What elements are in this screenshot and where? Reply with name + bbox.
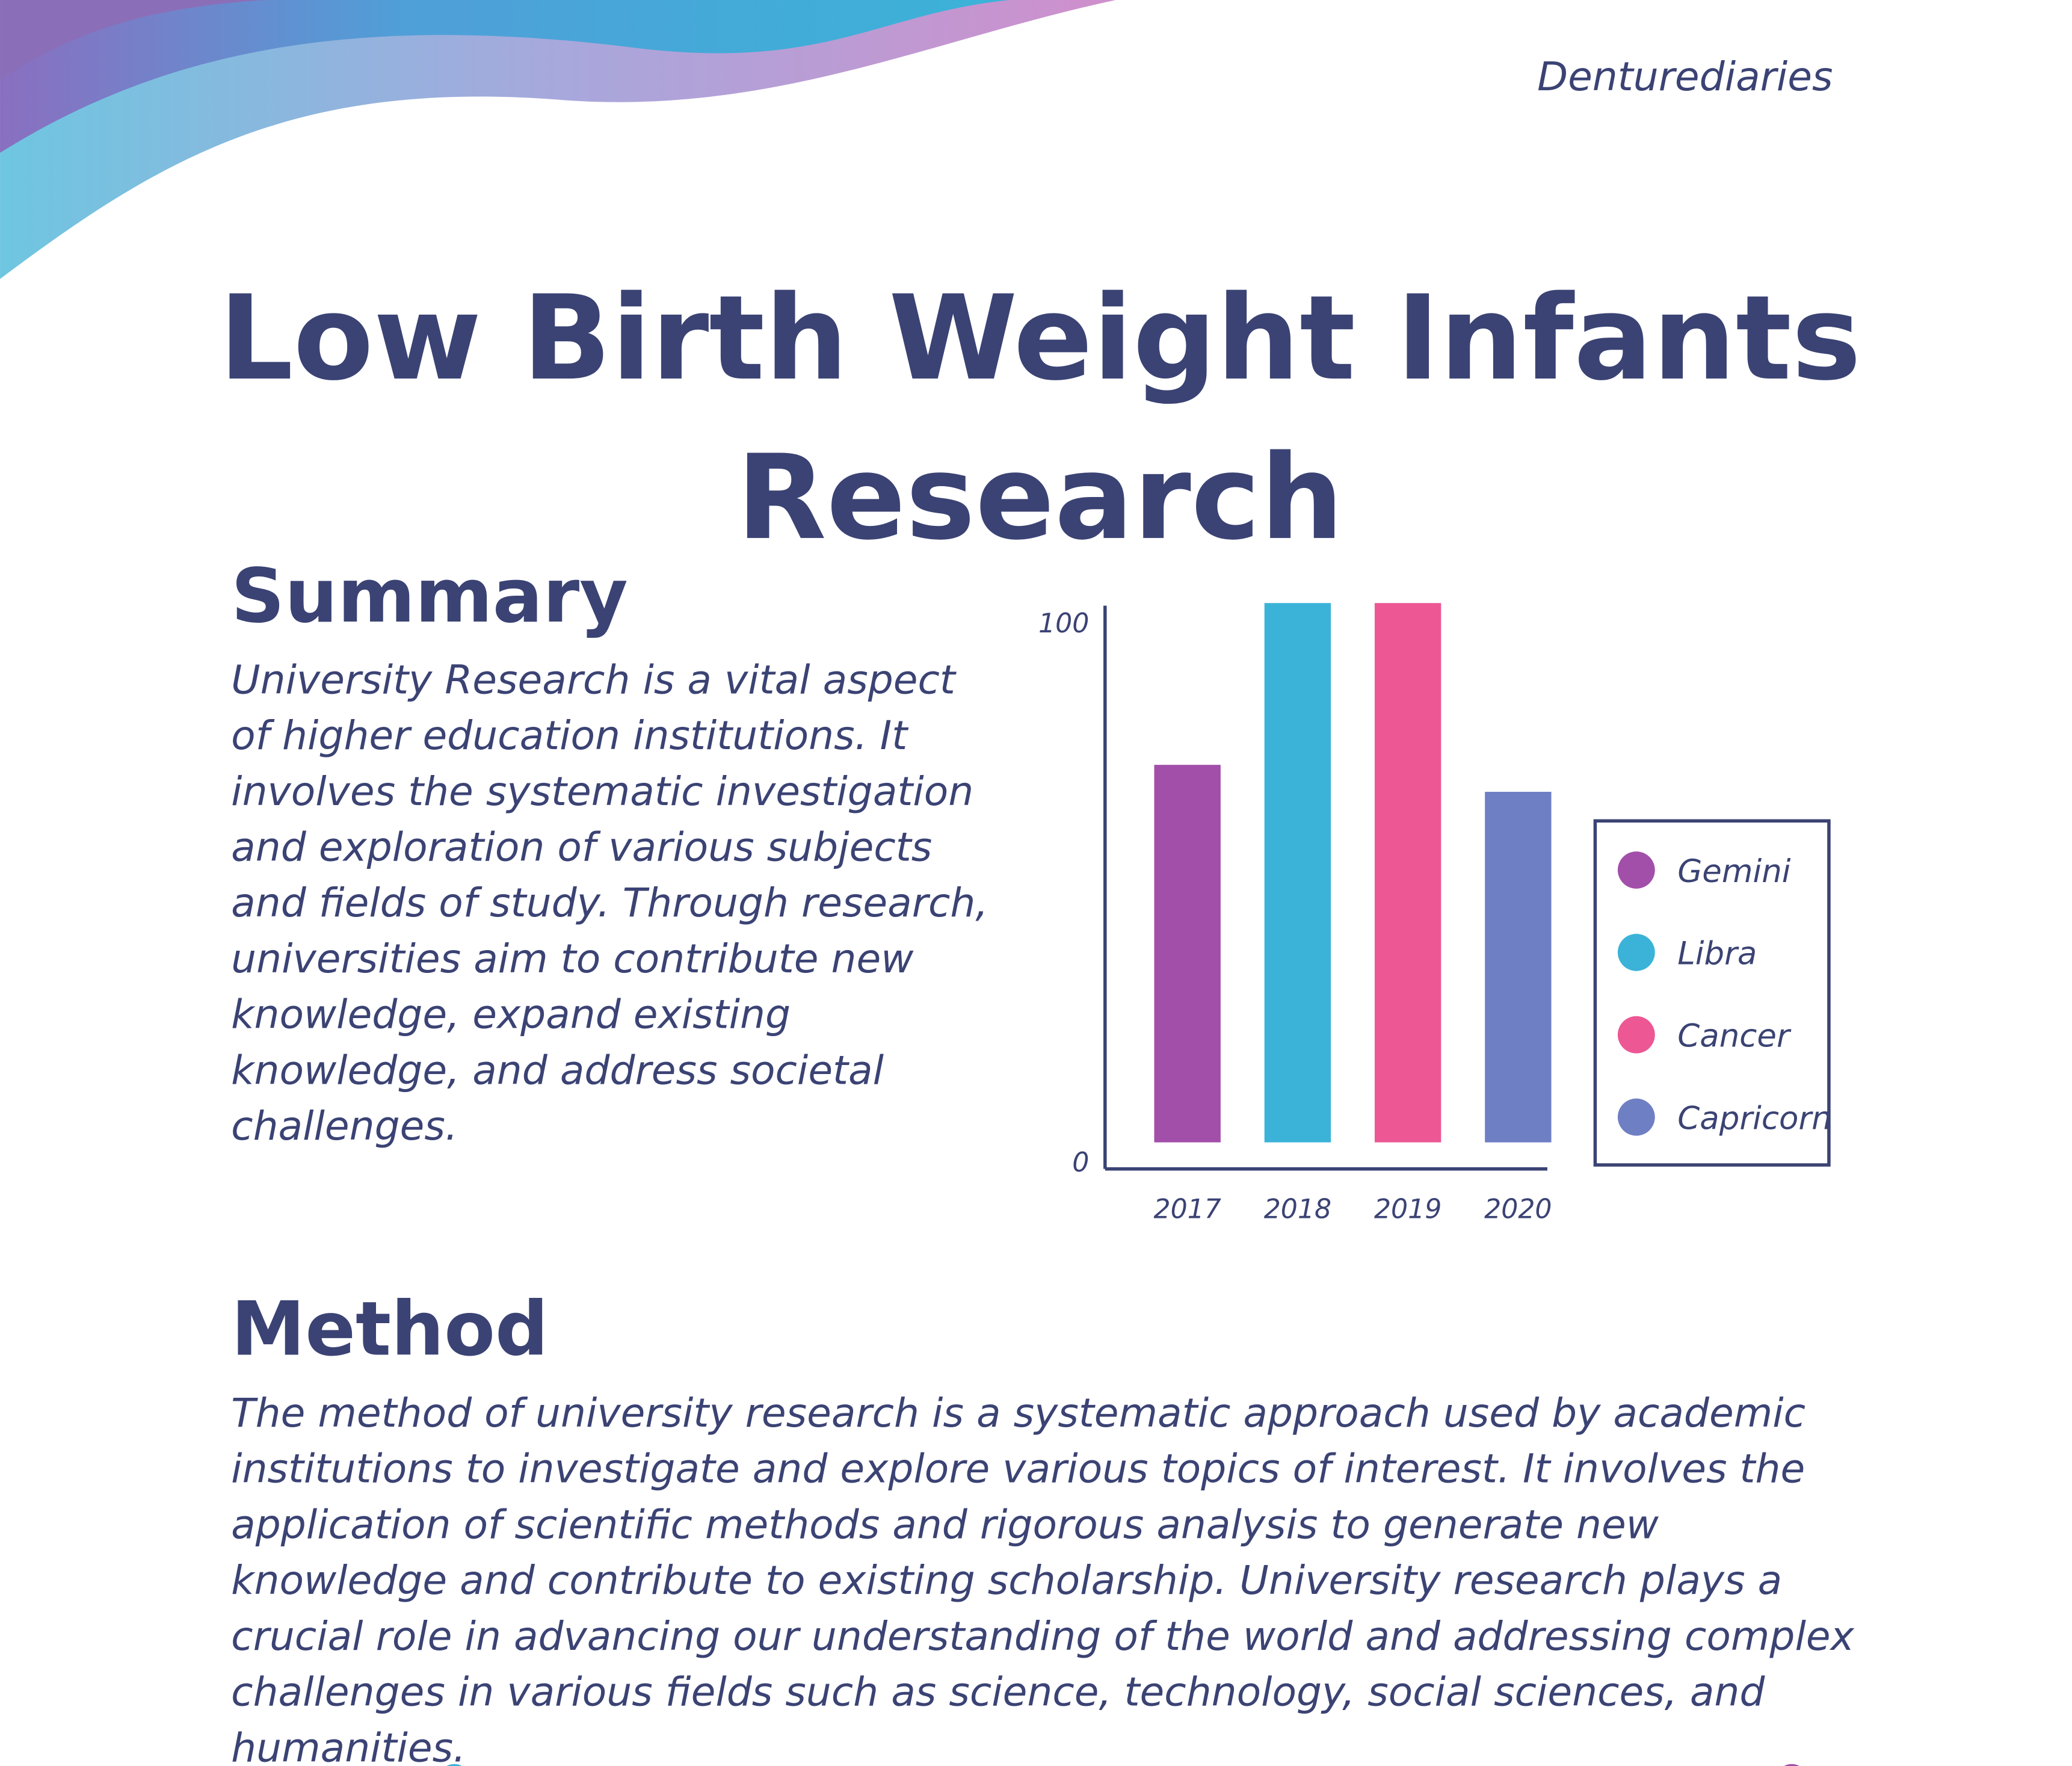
legend-swatch — [1617, 933, 1655, 971]
decor-dot — [1784, 1764, 1799, 1766]
summary-text: universities aim to contribute new — [231, 936, 914, 982]
legend-label: Libra — [1677, 936, 1757, 972]
section-heading: Summary — [231, 553, 628, 640]
method-text: humanities. — [231, 1724, 466, 1766]
x-tick-label: 2017 — [1153, 1194, 1221, 1224]
summary-text: University Research is a vital aspect — [231, 656, 957, 703]
header-waves — [0, 0, 1116, 279]
summary-text: challenges. — [231, 1103, 458, 1149]
method-text: knowledge and contribute to existing sch… — [231, 1557, 1782, 1604]
legend-swatch — [1617, 851, 1655, 889]
legend-label: Capricorn — [1677, 1100, 1831, 1137]
bar — [1154, 765, 1221, 1143]
bar — [1264, 603, 1331, 1143]
summary-text: of higher education institutions. It — [231, 712, 908, 759]
x-tick-label: 2019 — [1374, 1194, 1441, 1224]
method-text: The method of university research is a s… — [231, 1390, 1805, 1436]
method-text: application of scientific methods and ri… — [231, 1501, 1659, 1548]
bar — [1374, 603, 1441, 1143]
legend-label: Cancer — [1677, 1018, 1792, 1055]
summary-text: knowledge, and address societal — [231, 1047, 884, 1093]
title: Low Birth Weight Infants — [219, 270, 1861, 406]
title: Research — [736, 430, 1343, 566]
method-text: challenges in various fields such as sci… — [231, 1669, 1765, 1715]
legend-swatch — [1617, 1098, 1655, 1136]
decor-dot — [446, 1764, 462, 1766]
brand: Denturediaries — [1537, 54, 1833, 100]
x-tick-label: 2020 — [1484, 1194, 1552, 1224]
legend-swatch — [1617, 1016, 1655, 1054]
x-tick-label: 2018 — [1264, 1194, 1331, 1224]
summary-text: and fields of study. Through research, — [231, 880, 988, 926]
legend-box — [1593, 819, 1831, 1167]
summary-text: and exploration of various subjects — [231, 824, 932, 871]
section-heading: Method — [231, 1286, 548, 1373]
legend-label: Gemini — [1677, 853, 1791, 890]
y-tick-label: 0 — [1072, 1147, 1089, 1178]
summary-text: involves the systematic investigation — [231, 768, 973, 815]
method-text: crucial role in advancing our understand… — [231, 1613, 1854, 1659]
y-tick-label: 100 — [1038, 608, 1089, 639]
method-text: institutions to investigate and explore … — [231, 1446, 1805, 1492]
bar — [1485, 791, 1552, 1143]
summary-text: knowledge, expand existing — [231, 992, 791, 1038]
